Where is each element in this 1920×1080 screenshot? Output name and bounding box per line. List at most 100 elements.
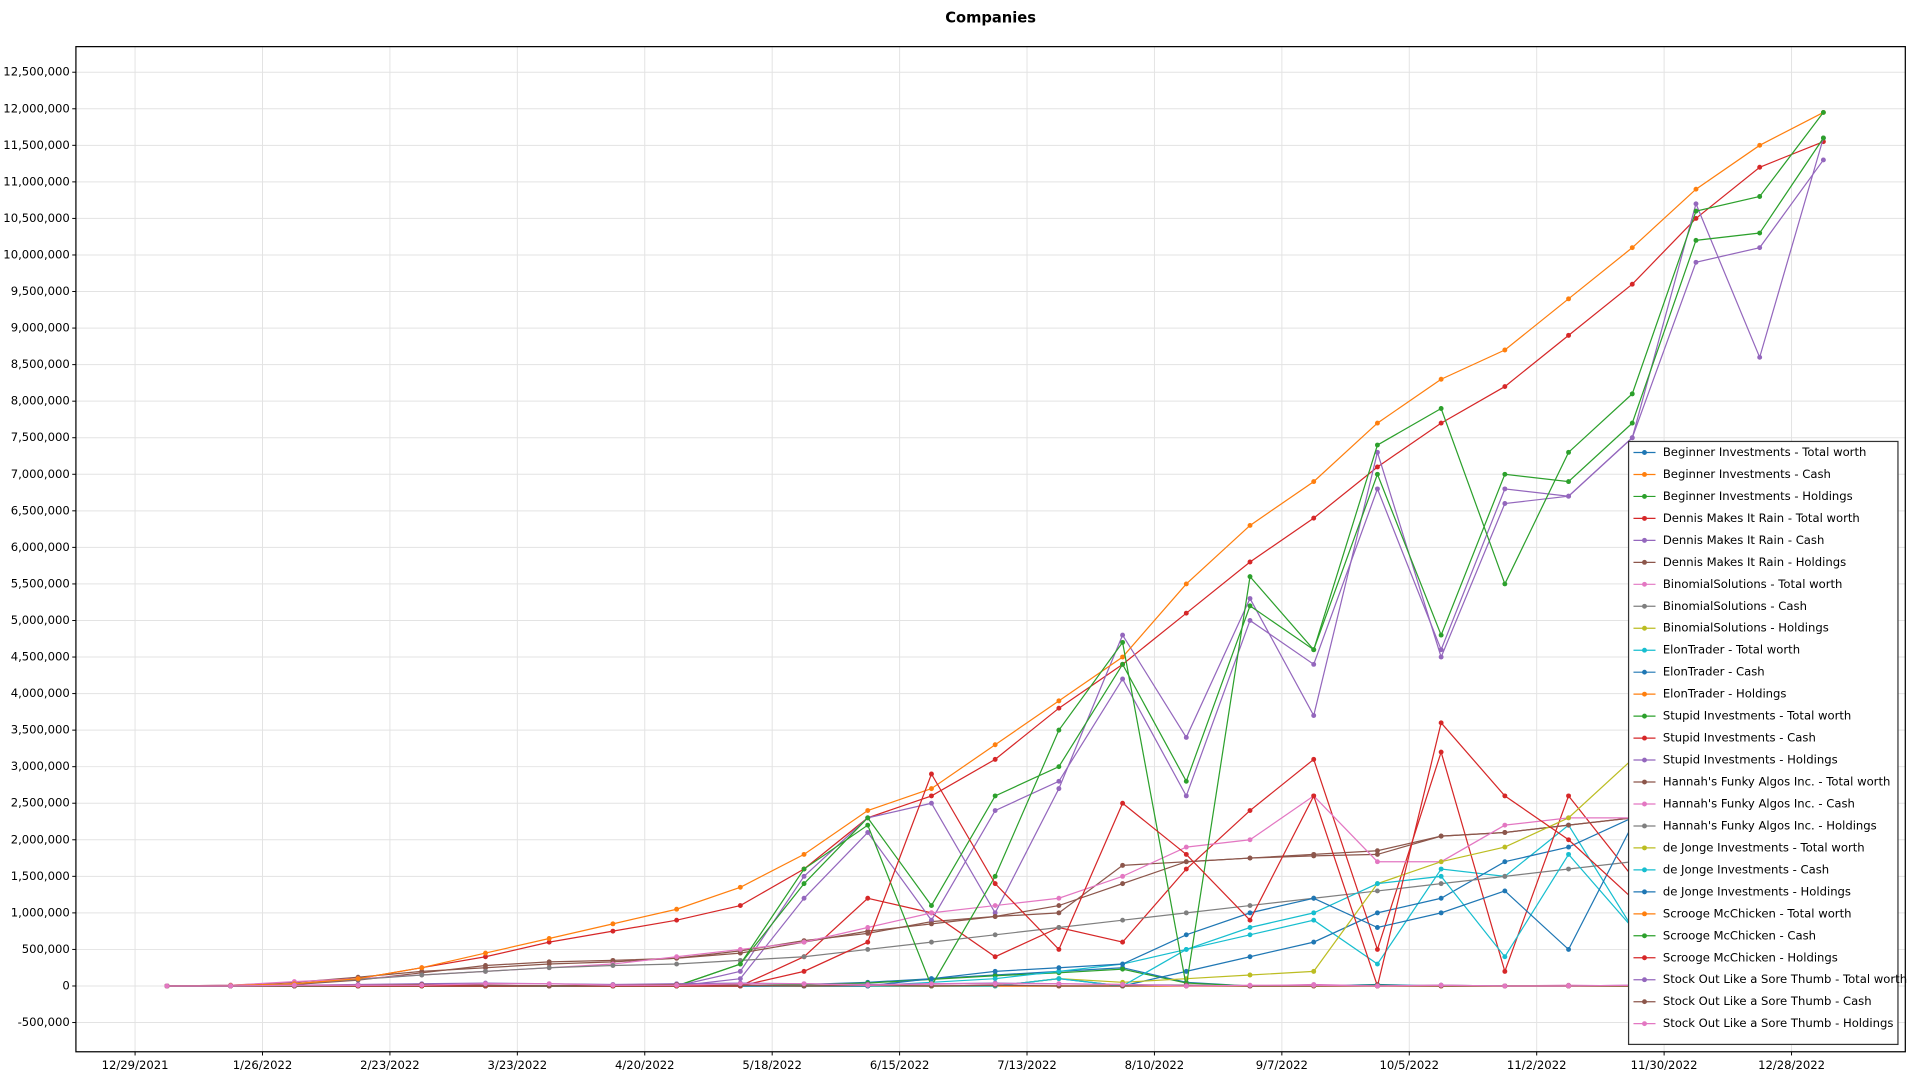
data-point: [992, 808, 998, 813]
data-point: [1247, 855, 1253, 861]
data-point: [1311, 661, 1317, 667]
data-point: [1374, 442, 1380, 448]
data-point: [610, 921, 616, 927]
legend-marker: [1642, 823, 1647, 829]
data-point: [865, 946, 871, 952]
data-point: [1120, 639, 1126, 645]
data-point: [1311, 851, 1317, 857]
data-point: [291, 982, 297, 988]
data-point: [483, 965, 488, 971]
y-tick-label: 2,000,000: [11, 832, 70, 846]
data-point: [1247, 603, 1253, 609]
x-tick-label: 8/10/2022: [1125, 1058, 1185, 1072]
x-tick-label: 4/20/2022: [615, 1058, 675, 1072]
data-point: [865, 815, 871, 821]
data-point: [1502, 822, 1508, 828]
data-point: [1056, 968, 1062, 974]
data-point: [546, 981, 552, 987]
data-point: [1311, 982, 1317, 988]
data-point: [1120, 632, 1126, 638]
data-point: [1374, 848, 1380, 854]
legend-marker: [1642, 625, 1647, 631]
data-point: [1056, 925, 1062, 930]
data-point: [929, 939, 934, 945]
data-point: [929, 800, 934, 806]
data-point: [1311, 515, 1317, 521]
x-tick-label: 12/28/2022: [1758, 1058, 1825, 1072]
data-point: [865, 822, 871, 828]
data-point: [1183, 851, 1189, 857]
y-tick-label: -500,000: [18, 1015, 70, 1029]
data-point: [1502, 859, 1508, 865]
y-tick-label: 9,000,000: [11, 321, 70, 335]
data-point: [1502, 830, 1508, 835]
data-point: [801, 866, 807, 872]
x-tick-label: 2/23/2022: [360, 1058, 420, 1072]
legend-marker: [1642, 472, 1647, 477]
data-point: [1311, 647, 1317, 653]
data-point: [992, 976, 998, 982]
x-tick-label: 11/2/2022: [1507, 1058, 1567, 1072]
legend-marker: [1642, 845, 1647, 851]
data-point: [929, 917, 934, 923]
data-point: [1247, 837, 1253, 843]
y-tick-label: 2,500,000: [11, 796, 70, 810]
data-point: [419, 982, 425, 988]
data-point: [801, 939, 807, 945]
data-point: [1056, 976, 1062, 982]
data-point: [1757, 194, 1763, 199]
data-point: [1183, 610, 1189, 616]
data-point: [1247, 903, 1253, 909]
chart-title: Companies: [945, 9, 1036, 26]
data-point: [1056, 981, 1062, 987]
legend-label: Dennis Makes It Rain - Total worth: [1663, 511, 1860, 525]
data-point: [1438, 910, 1444, 916]
legend-marker: [1642, 691, 1647, 697]
data-point: [1438, 833, 1444, 839]
y-tick-label: 12,500,000: [3, 65, 69, 79]
data-point: [1183, 983, 1189, 989]
data-point: [992, 903, 998, 909]
y-tick-label: 5,500,000: [11, 576, 70, 590]
legend-marker: [1642, 977, 1647, 983]
data-point: [1438, 376, 1444, 382]
data-point: [1502, 486, 1508, 492]
y-tick-label: 8,500,000: [11, 357, 70, 371]
data-point: [1502, 954, 1508, 960]
data-point: [483, 968, 488, 974]
x-tick-label: 1/26/2022: [233, 1058, 293, 1072]
data-point: [1056, 727, 1062, 733]
data-point: [1566, 493, 1572, 499]
data-point: [1629, 245, 1635, 251]
data-point: [1438, 420, 1444, 426]
data-point: [1629, 435, 1635, 441]
legend-label: BinomialSolutions - Holdings: [1663, 621, 1829, 635]
y-tick-label: 10,000,000: [3, 247, 69, 261]
data-point: [865, 830, 871, 835]
data-point: [1056, 705, 1062, 711]
data-point: [1247, 574, 1253, 580]
y-tick-label: 1,000,000: [11, 905, 70, 919]
y-tick-label: 10,500,000: [3, 211, 69, 225]
legend-label: Scrooge McChicken - Total worth: [1663, 906, 1852, 920]
data-point: [929, 793, 934, 799]
data-point: [1566, 296, 1572, 302]
data-point: [1820, 135, 1826, 141]
y-tick-label: 4,500,000: [11, 650, 70, 664]
data-point: [801, 968, 807, 974]
data-point: [1566, 946, 1572, 952]
y-tick-label: 0: [62, 978, 69, 992]
legend-label: de Jonge Investments - Total worth: [1663, 840, 1865, 854]
data-point: [1056, 786, 1062, 792]
data-point: [1247, 954, 1253, 960]
data-point: [1120, 917, 1126, 923]
data-point: [1566, 793, 1572, 799]
legend: Beginner Investments - Total worth Beginn…: [1627, 440, 1907, 1046]
data-point: [1056, 764, 1062, 770]
data-point: [483, 950, 488, 956]
data-point: [1820, 157, 1826, 163]
legend-label: de Jonge Investments - Holdings: [1663, 884, 1851, 898]
data-point: [1120, 966, 1126, 972]
data-point: [1120, 800, 1126, 806]
data-point: [1757, 142, 1763, 148]
